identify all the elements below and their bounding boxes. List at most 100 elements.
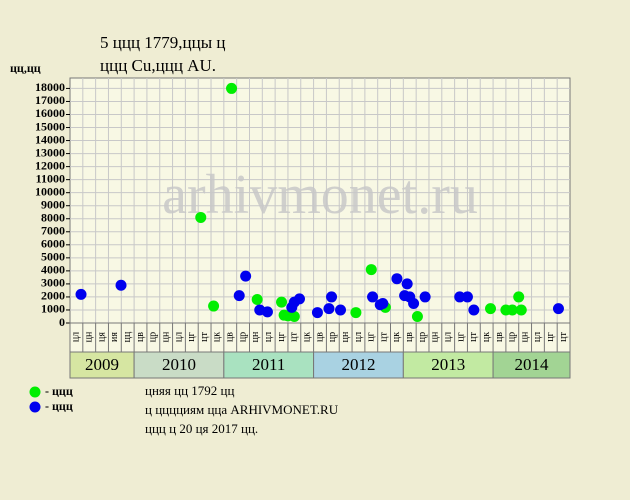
y-tick-label: 2000 bbox=[41, 289, 65, 303]
data-point bbox=[323, 303, 335, 315]
month-label: цл bbox=[443, 332, 454, 342]
data-point bbox=[261, 306, 273, 318]
year-label: 2009 bbox=[85, 355, 119, 374]
data-point bbox=[401, 278, 413, 290]
data-point bbox=[276, 296, 288, 308]
month-label: цн bbox=[340, 331, 351, 342]
month-label: цл bbox=[173, 332, 184, 342]
data-point bbox=[226, 82, 238, 94]
chart-title: 5 ццц 1779,ццы ц bbox=[100, 33, 226, 52]
data-point bbox=[240, 270, 252, 282]
note: ц цццциям цца ARHIVMONET.RU bbox=[145, 402, 339, 417]
data-point bbox=[251, 294, 263, 306]
y-tick-label: 14000 bbox=[35, 132, 65, 146]
year-band bbox=[223, 351, 315, 379]
month-label: цв bbox=[404, 332, 415, 342]
y-axis-label: цц,цц bbox=[10, 61, 41, 75]
data-point bbox=[367, 291, 379, 303]
month-label: цв bbox=[225, 332, 236, 342]
month-label: цл bbox=[263, 332, 274, 342]
month-label: цн bbox=[250, 331, 261, 342]
month-label: цк bbox=[301, 332, 312, 342]
y-tick-label: 12000 bbox=[35, 158, 65, 172]
y-tick-label: 8000 bbox=[41, 210, 65, 224]
y-tick-label: 15000 bbox=[35, 119, 65, 133]
y-tick-label: 3000 bbox=[41, 276, 65, 290]
month-label: цв bbox=[135, 332, 146, 342]
year-band bbox=[69, 351, 135, 379]
legend-label: - ццц bbox=[45, 399, 73, 413]
data-point bbox=[506, 304, 518, 316]
legend-marker bbox=[29, 401, 41, 413]
year-label: 2013 bbox=[431, 355, 465, 374]
data-point bbox=[365, 264, 377, 276]
data-point bbox=[485, 303, 497, 315]
legend-marker bbox=[29, 386, 41, 398]
month-label: цк bbox=[391, 332, 402, 342]
data-point bbox=[391, 273, 403, 285]
month-label: цн bbox=[84, 331, 95, 342]
data-point bbox=[75, 288, 87, 300]
month-label: цр bbox=[148, 332, 159, 342]
year-label: 2012 bbox=[341, 355, 375, 374]
data-point bbox=[208, 300, 220, 312]
y-tick-label: 9000 bbox=[41, 197, 65, 211]
month-label: цр bbox=[327, 332, 338, 342]
data-point bbox=[411, 310, 423, 322]
y-tick-label: 6000 bbox=[41, 237, 65, 251]
note: цняя цц 1792 цц bbox=[145, 383, 234, 398]
data-point bbox=[350, 307, 362, 319]
data-point bbox=[419, 291, 431, 303]
month-row bbox=[69, 322, 571, 353]
month-label: цк bbox=[212, 332, 223, 342]
data-point bbox=[461, 291, 473, 303]
data-point bbox=[377, 297, 389, 309]
month-label: цг bbox=[545, 332, 556, 341]
month-label: ця bbox=[96, 332, 107, 342]
month-label: цл bbox=[532, 332, 543, 342]
month-label: цл bbox=[71, 332, 82, 342]
data-point bbox=[513, 291, 525, 303]
year-label: 2014 bbox=[515, 355, 550, 374]
watermark: arhivmonet.ru bbox=[162, 164, 478, 226]
month-label: цн bbox=[519, 331, 530, 342]
y-tick-label: 4000 bbox=[41, 263, 65, 277]
y-tick-label: 5000 bbox=[41, 250, 65, 264]
plot-area bbox=[69, 77, 571, 324]
y-tick-label: 10000 bbox=[35, 184, 65, 198]
y-tick-label: 7000 bbox=[41, 224, 65, 238]
legend-label: - ццц bbox=[45, 384, 73, 398]
data-point bbox=[515, 304, 527, 316]
month-label: цр bbox=[237, 332, 248, 342]
data-point bbox=[408, 297, 420, 309]
y-tick-label: 11000 bbox=[36, 171, 65, 185]
data-point bbox=[468, 304, 480, 316]
chart-subtitle: ццц Cu,ццц AU. bbox=[100, 56, 216, 75]
month-label: цц bbox=[122, 331, 133, 342]
data-point bbox=[326, 291, 338, 303]
data-point bbox=[293, 293, 305, 305]
data-point bbox=[552, 303, 564, 315]
data-point bbox=[288, 310, 300, 322]
data-point bbox=[454, 291, 466, 303]
month-label: цн bbox=[430, 331, 441, 342]
y-tick-label: 16000 bbox=[35, 106, 65, 120]
data-point bbox=[311, 307, 323, 319]
year-label: 2010 bbox=[162, 355, 196, 374]
month-label: цн bbox=[160, 331, 171, 342]
y-tick-label: 1000 bbox=[41, 302, 65, 316]
month-label: цв bbox=[494, 332, 505, 342]
month-label: цг bbox=[366, 332, 377, 341]
month-label: цт bbox=[289, 332, 300, 342]
month-label: цв bbox=[314, 332, 325, 342]
year-band bbox=[133, 351, 225, 379]
month-label: цт bbox=[558, 332, 569, 342]
data-point bbox=[233, 290, 245, 302]
year-label: 2011 bbox=[252, 355, 285, 374]
month-label: цт bbox=[199, 332, 210, 342]
month-label: цл bbox=[353, 332, 364, 342]
month-label: цг bbox=[276, 332, 287, 341]
month-label: цг bbox=[455, 332, 466, 341]
